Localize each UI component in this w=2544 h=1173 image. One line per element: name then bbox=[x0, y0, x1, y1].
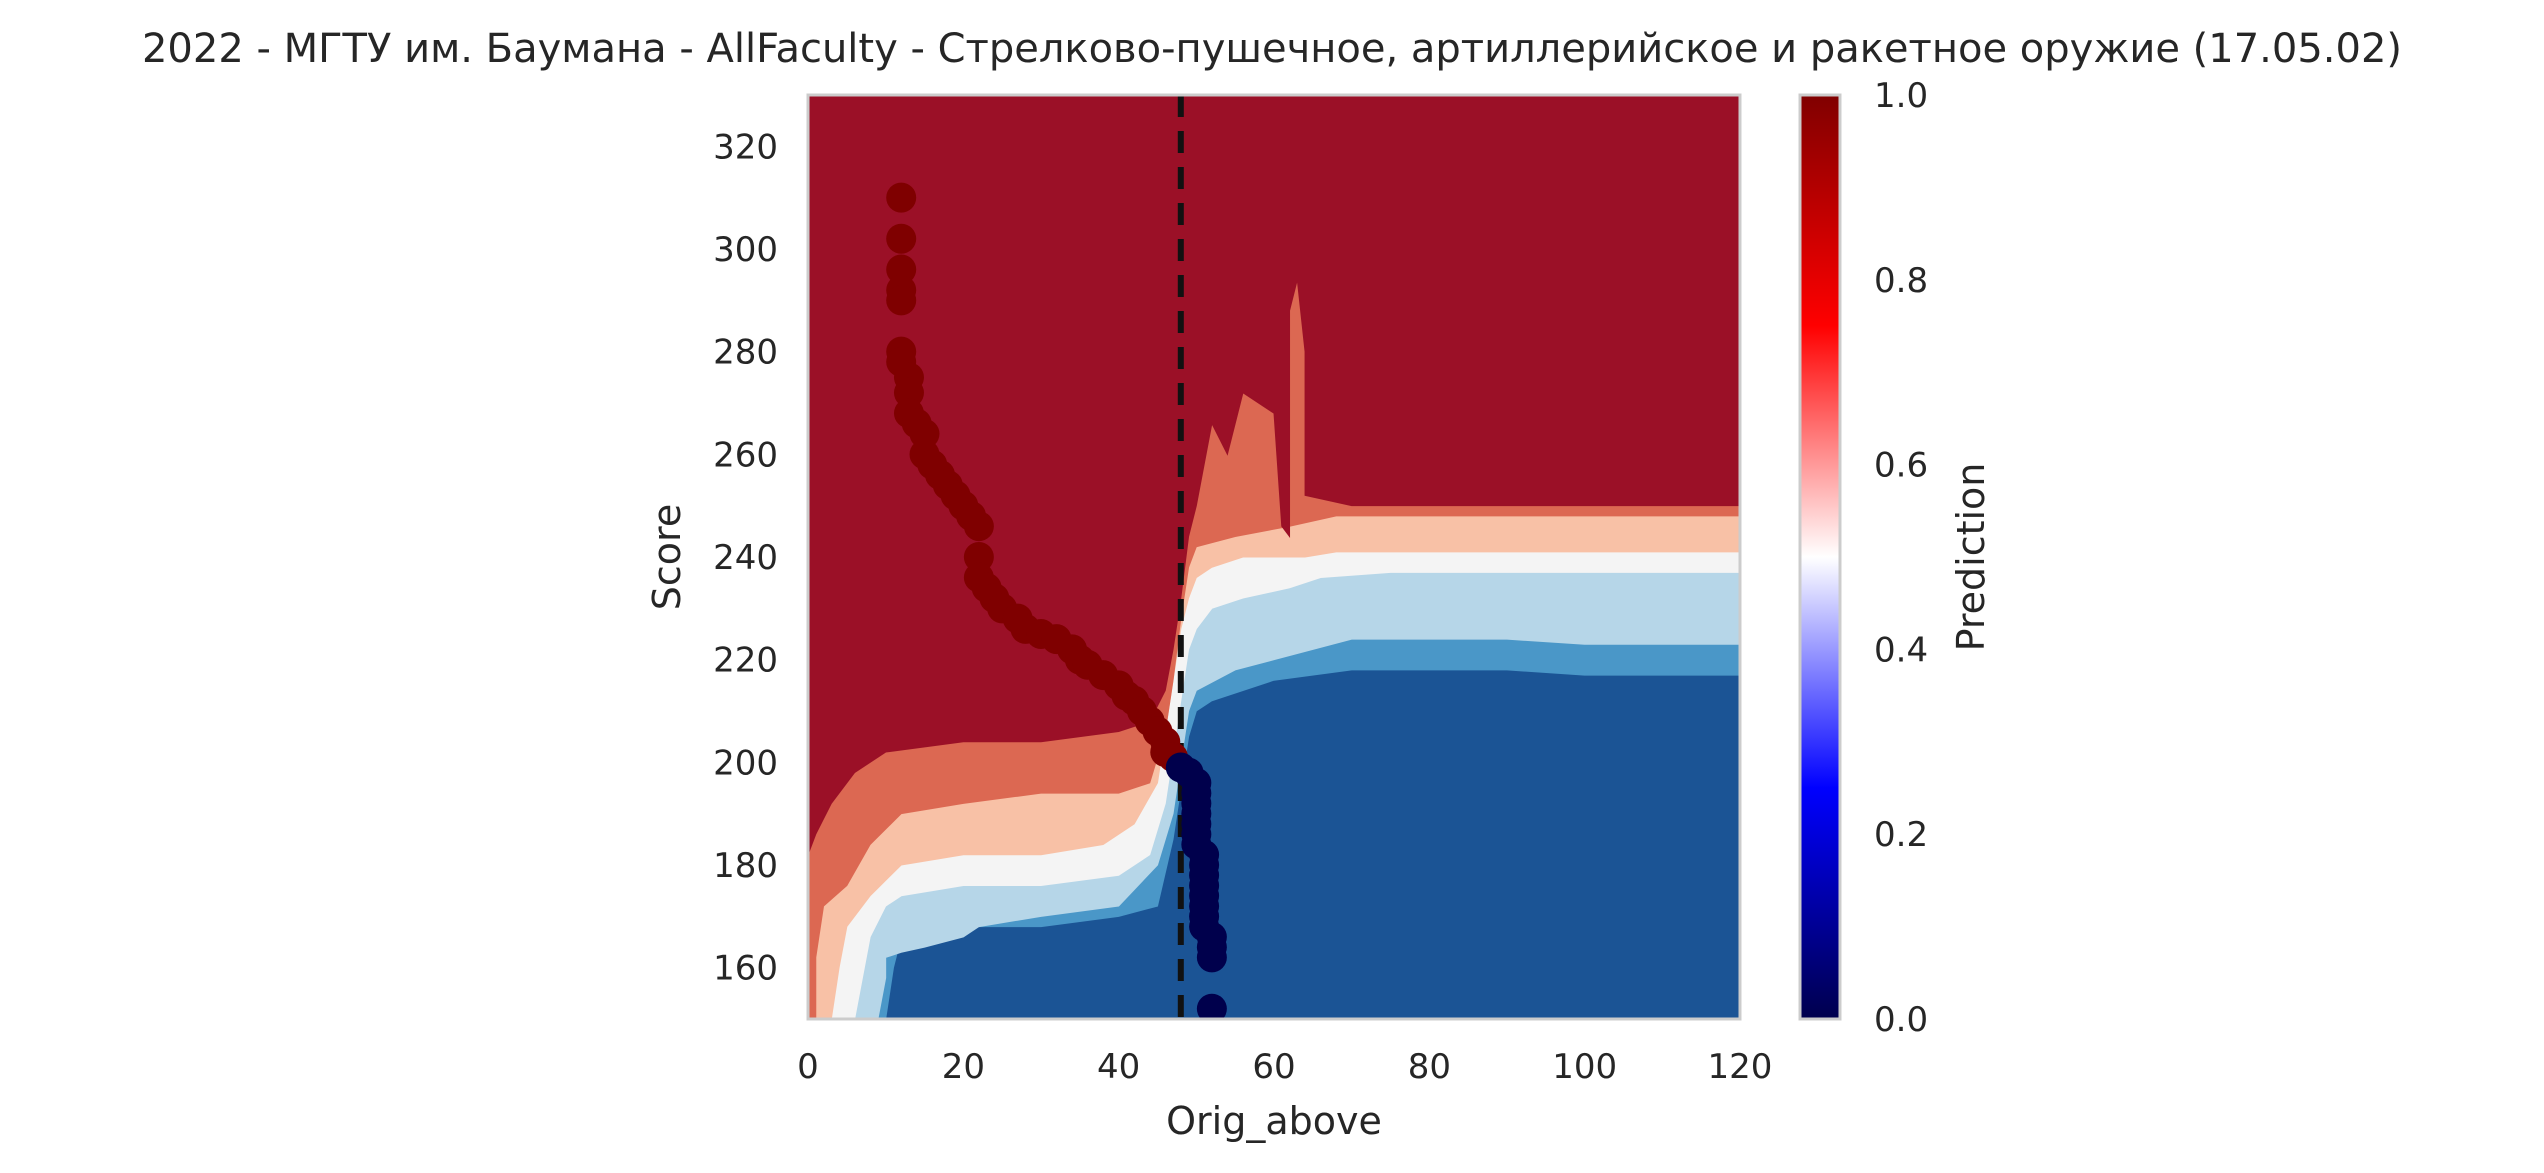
colorbar-tick-label: 0.2 bbox=[1874, 815, 1928, 855]
scatter-point-above bbox=[909, 418, 940, 449]
colorbar-tick-label: 0.0 bbox=[1874, 1000, 1928, 1040]
points-below-threshold bbox=[1165, 752, 1227, 1019]
y-tick-label: 280 bbox=[713, 333, 778, 373]
y-tick-label: 160 bbox=[713, 949, 778, 989]
scatter-point-above bbox=[886, 254, 917, 285]
x-tick-label: 80 bbox=[1408, 1047, 1451, 1087]
colorbar-tick-label: 0.4 bbox=[1874, 630, 1928, 670]
x-axis-label: Orig_above bbox=[1166, 1099, 1382, 1143]
scatter-point-above bbox=[886, 285, 917, 316]
contour-regions bbox=[808, 95, 1740, 1019]
y-axis-ticks: 160 180 200 220 240 260 280 300 320 bbox=[713, 127, 778, 988]
y-tick-label: 180 bbox=[713, 846, 778, 886]
colorbar bbox=[1798, 93, 1842, 1021]
y-tick-label: 200 bbox=[713, 743, 778, 783]
plot-frame bbox=[806, 93, 1742, 1021]
x-tick-label: 60 bbox=[1252, 1047, 1295, 1087]
scatter-point-above bbox=[886, 182, 917, 213]
x-tick-label: 0 bbox=[797, 1047, 819, 1087]
y-tick-label: 260 bbox=[713, 435, 778, 475]
y-tick-label: 320 bbox=[713, 127, 778, 167]
x-tick-label: 120 bbox=[1708, 1047, 1773, 1087]
y-tick-label: 240 bbox=[713, 538, 778, 578]
x-tick-label: 20 bbox=[942, 1047, 985, 1087]
scatter-point-below bbox=[1196, 942, 1227, 973]
scatter-point-above bbox=[893, 377, 924, 408]
x-tick-label: 40 bbox=[1097, 1047, 1140, 1087]
scatter-point-above bbox=[963, 511, 994, 542]
points-above-threshold bbox=[886, 182, 1189, 773]
scatter-point-above bbox=[963, 542, 994, 572]
colorbar-ticks: 0.0 0.2 0.4 0.6 0.8 1.0 bbox=[1874, 76, 1928, 1040]
scatter-point-below bbox=[1196, 993, 1227, 1019]
colorbar-tick-label: 1.0 bbox=[1874, 76, 1928, 116]
x-tick-label: 100 bbox=[1552, 1047, 1617, 1087]
colorbar-label: Prediction bbox=[1949, 463, 1993, 652]
x-axis-ticks: 0 20 40 60 80 100 120 bbox=[797, 1047, 1772, 1087]
contour-level-6 bbox=[808, 95, 1740, 1019]
colorbar-tick-label: 0.6 bbox=[1874, 446, 1928, 486]
scatter-point-above bbox=[886, 223, 917, 254]
y-axis-label: Score bbox=[645, 504, 689, 610]
y-tick-label: 300 bbox=[713, 230, 778, 270]
y-tick-label: 220 bbox=[713, 641, 778, 681]
chart-title: 2022 - МГТУ им. Баумана - AllFaculty - С… bbox=[142, 26, 2402, 72]
colorbar-tick-label: 0.8 bbox=[1874, 261, 1928, 301]
